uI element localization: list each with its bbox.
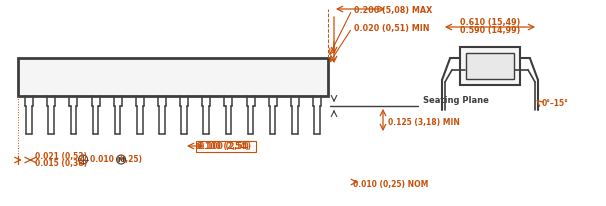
Text: 0.010 (0,25): 0.010 (0,25) xyxy=(90,155,142,164)
Text: M: M xyxy=(118,156,124,162)
Text: 0°–15°: 0°–15° xyxy=(542,99,569,108)
Bar xyxy=(460,48,520,85)
Text: 0.125 (3,18) MIN: 0.125 (3,18) MIN xyxy=(388,118,460,127)
Text: 0.015 (0,38): 0.015 (0,38) xyxy=(35,159,87,168)
Text: 0.010 (0,25) NOM: 0.010 (0,25) NOM xyxy=(353,180,428,188)
Text: 0.590 (14,99): 0.590 (14,99) xyxy=(460,26,520,35)
Bar xyxy=(196,141,256,152)
Bar xyxy=(466,54,514,80)
Text: 0.200 (5,08) MAX: 0.200 (5,08) MAX xyxy=(354,6,432,14)
Bar xyxy=(18,59,328,97)
Text: 0.100 (2,54): 0.100 (2,54) xyxy=(199,141,251,150)
Text: 0.100 (2,54): 0.100 (2,54) xyxy=(197,142,249,151)
Text: Seating Plane: Seating Plane xyxy=(423,96,489,104)
Text: 0.020 (0,51) MIN: 0.020 (0,51) MIN xyxy=(354,24,430,33)
Text: 0.021 (0,53): 0.021 (0,53) xyxy=(35,152,87,161)
Text: 0.610 (15,49): 0.610 (15,49) xyxy=(460,18,520,27)
